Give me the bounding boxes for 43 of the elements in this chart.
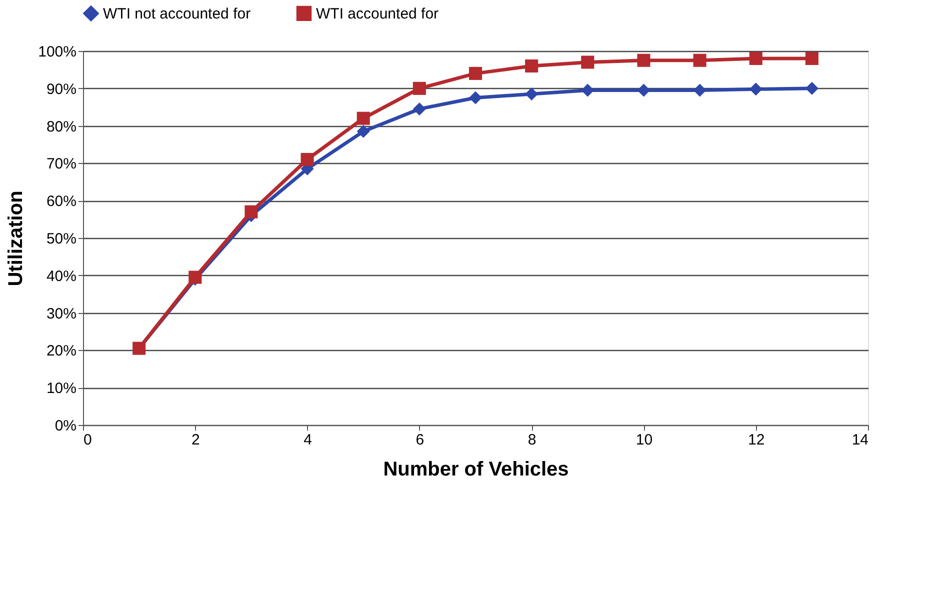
y-tick-label: 100% [38,44,76,60]
point [637,84,650,97]
x-tick-label: 4 [304,432,312,448]
point [356,112,370,125]
y-tick-label: 50% [46,230,76,248]
point [468,91,482,104]
x-tick-label: 0 [84,432,92,448]
y-tick-label: 60% [46,193,76,210]
y-tick-label: 80% [46,118,76,136]
x-tick-label: 10 [636,432,653,448]
x-tick-label: 6 [416,432,424,448]
point [525,59,538,72]
point [244,205,258,218]
legend-label: WTI not accounted for [103,5,251,22]
y-tick-label: 20% [46,342,76,360]
point [468,66,482,80]
x-tick-label: 8 [528,432,536,448]
legend-label: WTI accounted for [316,5,439,22]
point [356,124,370,138]
point [749,52,762,65]
y-tick-label: 10% [46,380,76,398]
point [693,54,706,67]
x-tick-label: 14 [852,432,868,448]
point [412,82,426,95]
point [412,102,426,116]
y-axis-title: Utilization [5,190,28,286]
point [581,84,594,97]
y-tick-label: 0% [54,418,76,434]
point [581,56,594,69]
point [637,54,650,67]
y-tick-label: 40% [46,268,76,285]
y-tick-label: 70% [46,156,76,173]
point [805,82,818,95]
point [749,82,762,96]
x-tick-label: 12 [748,432,765,448]
x-tick-label: 2 [191,432,200,448]
point [805,52,818,65]
point [525,87,538,101]
y-tick-label: 30% [46,305,76,322]
point [693,84,706,97]
y-tick-label: 90% [46,80,76,98]
point [300,152,314,166]
x-axis-title: Number of Vehicles [383,458,569,480]
